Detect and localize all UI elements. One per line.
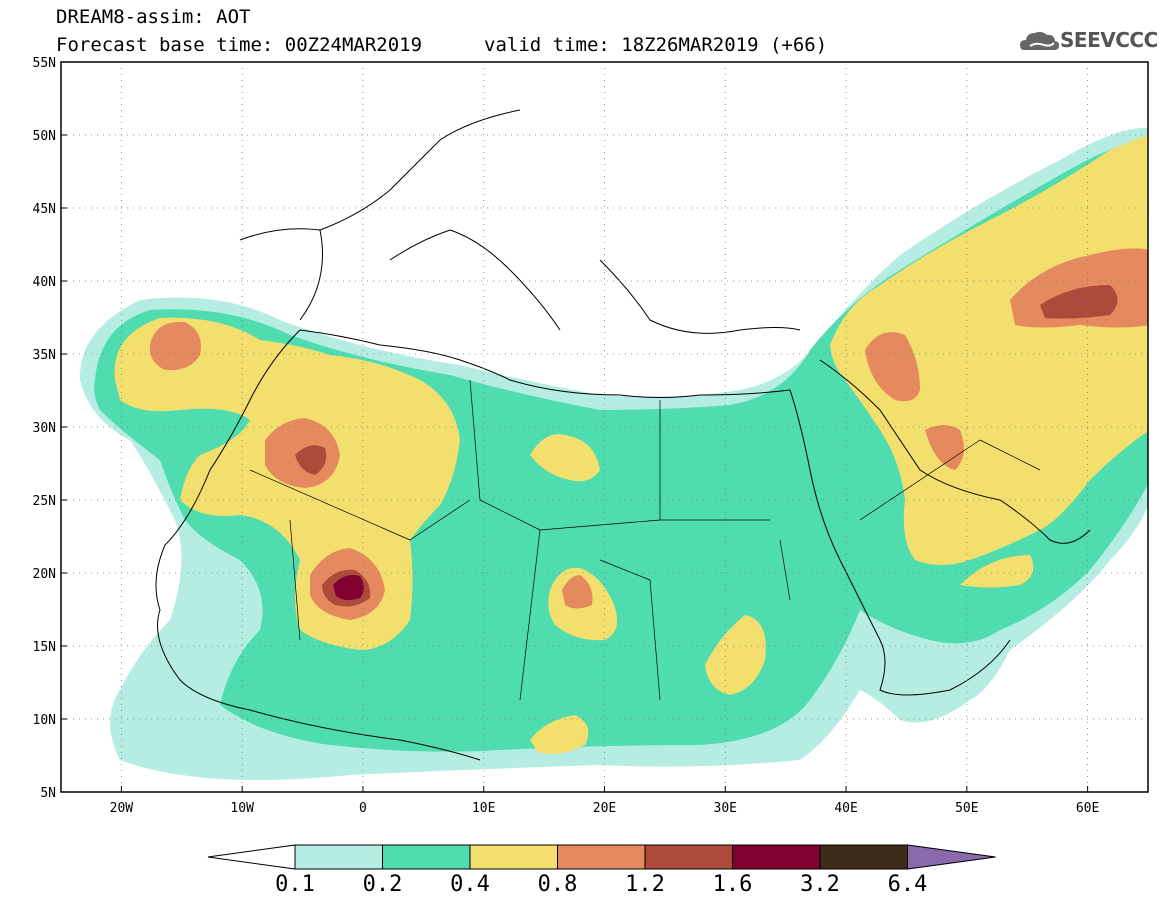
lon-tick-label: 20W — [110, 801, 134, 816]
colorbar-label: 3.2 — [800, 872, 840, 897]
aot-band-1-2-c — [1040, 285, 1118, 319]
aot-band-0-8-a — [149, 321, 201, 371]
colorbar-label: 0.1 — [275, 872, 315, 897]
aot-band-1-2-a — [295, 445, 327, 475]
aot-band-0-4-east — [830, 135, 1148, 565]
aot-shading — [79, 127, 1148, 780]
aot-band-0-8-e — [865, 332, 920, 402]
gridlines — [61, 61, 1148, 793]
cloud-logo-icon — [1020, 31, 1060, 50]
lat-tick-label: 15N — [33, 640, 56, 655]
map-frame — [60, 61, 1149, 793]
lat-tick-label: 30N — [33, 421, 56, 436]
latitude-labels: 55N 50N 45N 40N 35N 30N 25N 20N 15N 10N 5N — [33, 56, 56, 801]
aot-band-0-4-blob3 — [530, 434, 600, 482]
lat-tick-label: 20N — [33, 567, 56, 582]
colorbar-label: 1.2 — [625, 872, 665, 897]
colorbar: 0.1 0.2 0.4 0.8 1.2 1.6 3.2 6.4 — [207, 844, 996, 897]
colorbar-label: 0.8 — [538, 872, 578, 897]
colorbar-swatch — [557, 844, 646, 870]
aot-band-0-4-blob4 — [530, 715, 589, 754]
colorbar-under-arrow — [207, 844, 296, 870]
colorbar-label: 0.2 — [363, 872, 403, 897]
aot-band-0-8-g — [925, 425, 964, 470]
coastline-europe — [239, 109, 801, 334]
lat-tick-label: 25N — [33, 494, 56, 509]
coastlines — [155, 109, 1091, 761]
lat-tick-label: 55N — [33, 56, 56, 71]
forecast-base-time: Forecast base time: 00Z24MAR2019 — [56, 34, 423, 56]
lon-tick-label: 40E — [834, 801, 857, 816]
lon-tick-label: 50E — [955, 801, 978, 816]
borders — [249, 379, 1041, 701]
colorbar-swatch — [644, 844, 733, 870]
lat-tick-label: 40N — [33, 275, 56, 290]
colorbar-label: 6.4 — [888, 872, 928, 897]
logo-text: SEEVCCC — [1060, 28, 1158, 52]
lat-tick-label: 35N — [33, 348, 56, 363]
aot-band-0-8-d — [562, 575, 593, 609]
lat-tick-label: 45N — [33, 202, 56, 217]
lat-tick-label: 10N — [33, 713, 56, 728]
lat-tick-label: 50N — [33, 129, 56, 144]
coastline-africa — [155, 329, 1011, 761]
aot-band-1-6-a — [333, 575, 364, 601]
lon-tick-label: 20E — [593, 801, 616, 816]
longitude-labels: 20W 10W 0 10E 20E 30E 40E 50E 60E — [110, 801, 1100, 816]
lon-tick-label: 10E — [472, 801, 495, 816]
lon-tick-label: 30E — [714, 801, 737, 816]
lon-tick-label: 10W — [230, 801, 254, 816]
colorbar-swatch — [469, 844, 558, 870]
colorbar-swatch — [732, 844, 821, 870]
lon-tick-label: 60E — [1076, 801, 1099, 816]
lon-tick-label: 0 — [359, 801, 367, 816]
map-title: DREAM8-assim: AOT — [56, 6, 251, 28]
colorbar-swatch — [819, 844, 908, 870]
colorbar-label: 0.4 — [450, 872, 490, 897]
lat-tick-label: 5N — [40, 786, 56, 801]
colorbar-swatch — [294, 844, 383, 870]
aot-band-0-4-blob2 — [705, 615, 766, 695]
aot-band-0-4-blob5 — [960, 555, 1034, 588]
border-lines — [249, 379, 1041, 701]
coastline-arabia — [819, 359, 1091, 544]
valid-time: valid time: 18Z26MAR2019 (+66) — [484, 34, 828, 56]
colorbar-over-arrow — [907, 844, 996, 870]
colorbar-label: 1.6 — [713, 872, 753, 897]
colorbar-swatch — [382, 844, 471, 870]
